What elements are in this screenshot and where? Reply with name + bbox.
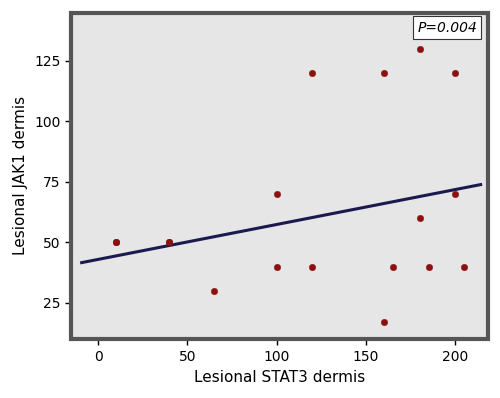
Point — [380, 70, 388, 76]
Point — [460, 263, 468, 270]
Point — [272, 263, 280, 270]
Text: P=0.004: P=0.004 — [417, 21, 477, 35]
Point — [166, 239, 173, 246]
Point — [424, 263, 432, 270]
Point — [416, 215, 424, 221]
Point — [452, 70, 460, 76]
Y-axis label: Lesional JAK1 dermis: Lesional JAK1 dermis — [12, 96, 28, 256]
Point — [416, 46, 424, 52]
Point — [308, 263, 316, 270]
Point — [308, 70, 316, 76]
X-axis label: Lesional STAT3 dermis: Lesional STAT3 dermis — [194, 371, 365, 386]
Point — [112, 239, 120, 246]
Point — [452, 191, 460, 197]
Point — [112, 239, 120, 246]
Point — [210, 288, 218, 294]
Point — [272, 191, 280, 197]
Point — [380, 319, 388, 326]
Point — [166, 239, 173, 246]
Point — [389, 263, 397, 270]
